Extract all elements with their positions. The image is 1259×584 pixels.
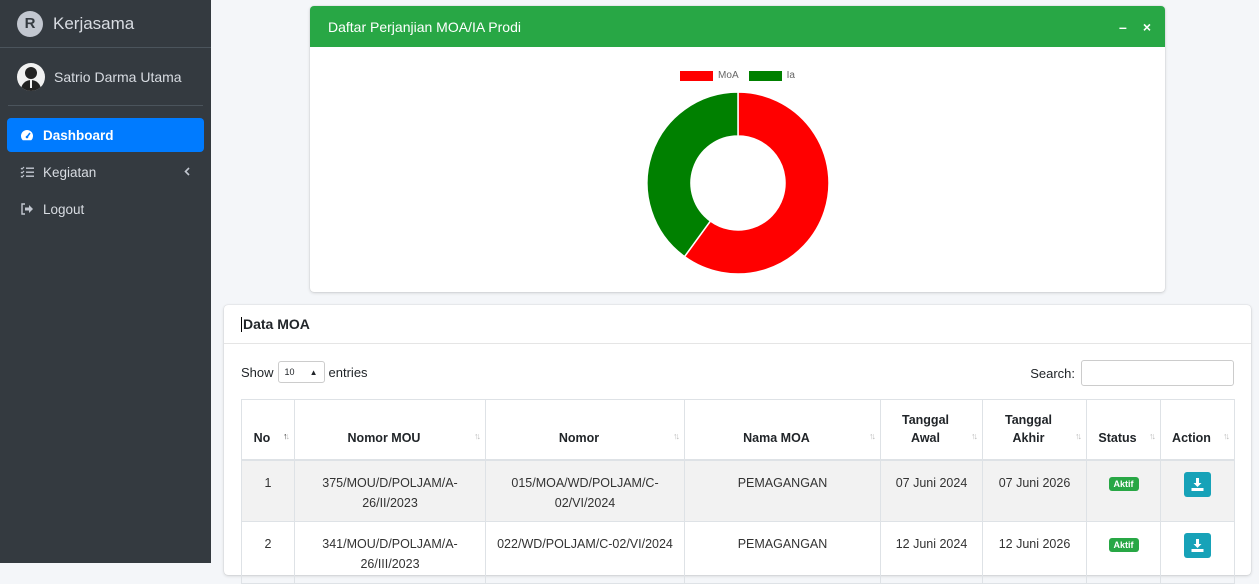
search-control: Search: bbox=[1030, 360, 1234, 386]
search-input[interactable] bbox=[1081, 360, 1234, 386]
cell-nama-moa: PEMAGANGAN bbox=[684, 521, 881, 584]
cell-action bbox=[1160, 521, 1235, 584]
cell-action bbox=[1160, 459, 1235, 522]
sidebar-item-label: Logout bbox=[43, 201, 85, 217]
donut-slice-moa[interactable] bbox=[683, 91, 830, 275]
download-button[interactable] bbox=[1184, 533, 1211, 558]
download-icon bbox=[1191, 477, 1204, 491]
download-icon bbox=[1191, 539, 1204, 552]
sidebar-item-label: Dashboard bbox=[43, 127, 114, 143]
entries-label: entries bbox=[328, 364, 368, 380]
cell-tanggal-awal: 12 Juni 2024 bbox=[880, 521, 983, 584]
updown-icon: ▲︎ bbox=[309, 367, 318, 377]
tasks-icon bbox=[20, 165, 34, 179]
chevron-left-icon bbox=[184, 165, 190, 179]
table-row: 1 375/MOU/D/POLJAM/A-26/II/2023 015/MOA/… bbox=[241, 459, 1235, 522]
table-row: 2 341/MOU/D/POLJAM/A-26/III/2023 022/WD/… bbox=[241, 521, 1235, 584]
brand-logo-icon: R bbox=[17, 10, 43, 37]
column-header-nama-moa[interactable]: Nama MOA ↑↓ bbox=[684, 399, 881, 461]
sort-icon: ↑↓ bbox=[1149, 430, 1156, 441]
user-panel[interactable]: Satrio Darma Utama bbox=[8, 48, 203, 106]
cell-nama-moa: PEMAGANGAN bbox=[684, 459, 881, 522]
chart-legend: MoA Ia bbox=[310, 70, 1165, 81]
download-button[interactable] bbox=[1184, 471, 1211, 497]
column-header-status[interactable]: Status ↑↓ bbox=[1086, 399, 1161, 461]
moa-table: No ↑↓ Nomor MOU ↑↓ Nomor ↑↓ Nama MOA ↑↓ Tang… bbox=[241, 399, 1235, 584]
cell-no: 1 bbox=[241, 459, 295, 522]
sidebar-item-logout[interactable]: Logout bbox=[7, 192, 204, 226]
column-header-nomor[interactable]: Nomor ↑↓ bbox=[485, 399, 685, 461]
close-button[interactable]: × bbox=[1142, 18, 1151, 35]
sort-icon: ↑↓ bbox=[474, 430, 481, 441]
cell-nomor: 022/WD/POLJAM/C-02/VI/2024 bbox=[485, 521, 685, 584]
sidebar-nav: Dashboard Kegiatan Logout bbox=[0, 106, 211, 226]
cell-nomor-mou: 341/MOU/D/POLJAM/A-26/III/2023 bbox=[294, 521, 486, 584]
sign-out-icon bbox=[20, 202, 34, 216]
cell-nomor-mou: 375/MOU/D/POLJAM/A-26/II/2023 bbox=[294, 459, 486, 522]
legend-swatch bbox=[748, 70, 782, 81]
status-badge: Aktif bbox=[1108, 538, 1139, 552]
sidebar-item-kegiatan[interactable]: Kegiatan bbox=[7, 155, 204, 189]
column-header-nomor-mou[interactable]: Nomor MOU ↑↓ bbox=[294, 399, 486, 461]
sort-icon: ↑↓ bbox=[1075, 430, 1082, 441]
column-header-tanggal-akhir[interactable]: Tanggal Akhir ↑↓ bbox=[982, 399, 1087, 461]
user-name: Satrio Darma Utama bbox=[54, 68, 182, 85]
sidebar-item-label: Kegiatan bbox=[43, 164, 97, 180]
entries-select[interactable]: 10 ▲︎ bbox=[277, 361, 325, 383]
legend-item-moa[interactable]: MoA bbox=[680, 70, 739, 81]
status-badge: Aktif bbox=[1108, 476, 1139, 491]
chart-card-title: Daftar Perjanjian MOA/IA Prodi bbox=[328, 18, 521, 35]
chart-card-header: Daftar Perjanjian MOA/IA Prodi – × bbox=[310, 6, 1165, 47]
cell-tanggal-akhir: 07 Juni 2026 bbox=[982, 459, 1087, 522]
show-label: Show bbox=[241, 364, 274, 380]
brand-title: Kerjasama bbox=[53, 13, 135, 33]
legend-label: MoA bbox=[718, 70, 739, 81]
entries-value: 10 bbox=[284, 367, 295, 377]
legend-swatch bbox=[680, 70, 714, 81]
cell-status: Aktif bbox=[1086, 459, 1161, 522]
moa-table-card: Data MOA Show 10 ▲︎ entries Search: No ↑↓… bbox=[224, 305, 1251, 584]
column-header-action[interactable]: Action ↑↓ bbox=[1160, 399, 1235, 461]
brand-link[interactable]: R Kerjasama bbox=[0, 0, 211, 48]
sidebar: R Kerjasama Satrio Darma Utama Dashboard… bbox=[0, 0, 211, 563]
cell-nomor: 015/MOA/WD/POLJAM/C-02/VI/2024 bbox=[485, 459, 685, 522]
sort-icon: ↑↓ bbox=[869, 430, 876, 441]
cell-status: Aktif bbox=[1086, 521, 1161, 584]
chart-card: Daftar Perjanjian MOA/IA Prodi – × MoA I… bbox=[310, 6, 1165, 292]
user-avatar-icon bbox=[17, 62, 45, 91]
table-controls: Show 10 ▲︎ entries Search: bbox=[224, 344, 1251, 399]
sort-asc-icon: ↑↓ bbox=[283, 430, 290, 441]
entries-control: Show 10 ▲︎ entries bbox=[241, 361, 368, 383]
sort-icon: ↑↓ bbox=[673, 430, 680, 441]
table-card-title: Data MOA bbox=[243, 316, 310, 332]
donut-slice-ia[interactable] bbox=[646, 91, 739, 258]
column-header-no[interactable]: No ↑↓ bbox=[241, 399, 295, 461]
sidebar-item-dashboard[interactable]: Dashboard bbox=[7, 118, 204, 152]
tachometer-icon bbox=[20, 128, 34, 142]
minimize-button[interactable]: – bbox=[1119, 18, 1127, 35]
cell-no: 2 bbox=[241, 521, 295, 584]
column-header-tanggal-awal[interactable]: Tanggal Awal ↑↓ bbox=[880, 399, 983, 461]
sort-icon: ↑↓ bbox=[971, 430, 978, 441]
cell-tanggal-awal: 07 Juni 2024 bbox=[880, 459, 983, 522]
table-header-row: No ↑↓ Nomor MOU ↑↓ Nomor ↑↓ Nama MOA ↑↓ Tang… bbox=[241, 399, 1235, 461]
donut-chart bbox=[646, 91, 830, 275]
legend-item-ia[interactable]: Ia bbox=[748, 70, 795, 81]
sort-icon: ↑↓ bbox=[1223, 430, 1230, 441]
search-label: Search: bbox=[1030, 365, 1075, 381]
cell-tanggal-akhir: 12 Juni 2026 bbox=[982, 521, 1087, 584]
legend-label: Ia bbox=[786, 70, 795, 81]
table-card-header: Data MOA bbox=[224, 305, 1251, 344]
